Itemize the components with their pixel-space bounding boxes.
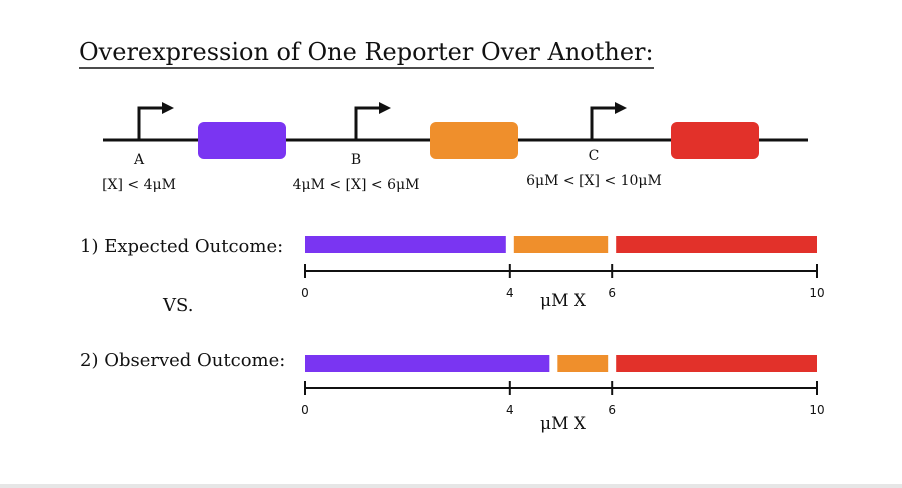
reporter-gene-red xyxy=(671,122,759,159)
bar-segment-2 xyxy=(616,355,817,372)
x-tick-label-6: 6 xyxy=(608,286,616,300)
observed-outcome-label: 2) Observed Outcome: xyxy=(80,350,285,371)
promoter-c-arrowhead-icon xyxy=(615,102,627,114)
bar-segment-2 xyxy=(616,236,817,253)
expected-outcome-chart: 0 4 6 10 μM X xyxy=(301,236,825,311)
vs-label: VS. xyxy=(162,295,193,316)
promoter-b-arrowhead-icon xyxy=(379,102,391,114)
observed-outcome-chart: 0 4 6 10 μM X xyxy=(301,355,825,434)
promoter-c-condition: 6μM < [X] < 10μM xyxy=(526,173,662,189)
promoter-b-condition: 4μM < [X] < 6μM xyxy=(293,177,420,193)
bottom-divider xyxy=(0,484,902,488)
x-tick-label-6: 6 xyxy=(608,403,616,417)
promoter-b: B 4μM < [X] < 6μM xyxy=(293,102,420,193)
x-axis-label: μM X xyxy=(540,414,587,434)
bar-segment-0 xyxy=(305,355,550,372)
x-tick-label-10: 10 xyxy=(809,286,824,300)
expected-outcome-label: 1) Expected Outcome: xyxy=(80,236,283,257)
diagram-title: Overexpression of One Reporter Over Anot… xyxy=(79,38,654,66)
promoter-c-label: C xyxy=(589,148,600,164)
bar-segment-1 xyxy=(513,236,609,253)
reporter-gene-purple xyxy=(198,122,286,159)
x-tick-label-0: 0 xyxy=(301,286,309,300)
x-tick-label-0: 0 xyxy=(301,403,309,417)
promoter-a-arrowhead-icon xyxy=(162,102,174,114)
bar-segment-1 xyxy=(557,355,609,372)
x-tick-label-10: 10 xyxy=(809,403,824,417)
reporter-gene-orange xyxy=(430,122,518,159)
promoter-a: A [X] < 4μM xyxy=(102,102,176,193)
x-tick-label-4: 4 xyxy=(506,286,514,300)
promoter-c-arrow-icon xyxy=(590,106,615,140)
bar-segment-0 xyxy=(305,236,506,253)
promoter-a-label: A xyxy=(133,152,145,168)
promoter-c: C 6μM < [X] < 10μM xyxy=(526,102,662,189)
promoter-b-arrow-icon xyxy=(354,106,379,140)
promoter-a-arrow-icon xyxy=(137,106,162,140)
x-tick-label-4: 4 xyxy=(506,403,514,417)
promoter-a-condition: [X] < 4μM xyxy=(102,177,176,193)
promoter-b-label: B xyxy=(351,152,361,168)
x-axis-label: μM X xyxy=(540,291,587,311)
